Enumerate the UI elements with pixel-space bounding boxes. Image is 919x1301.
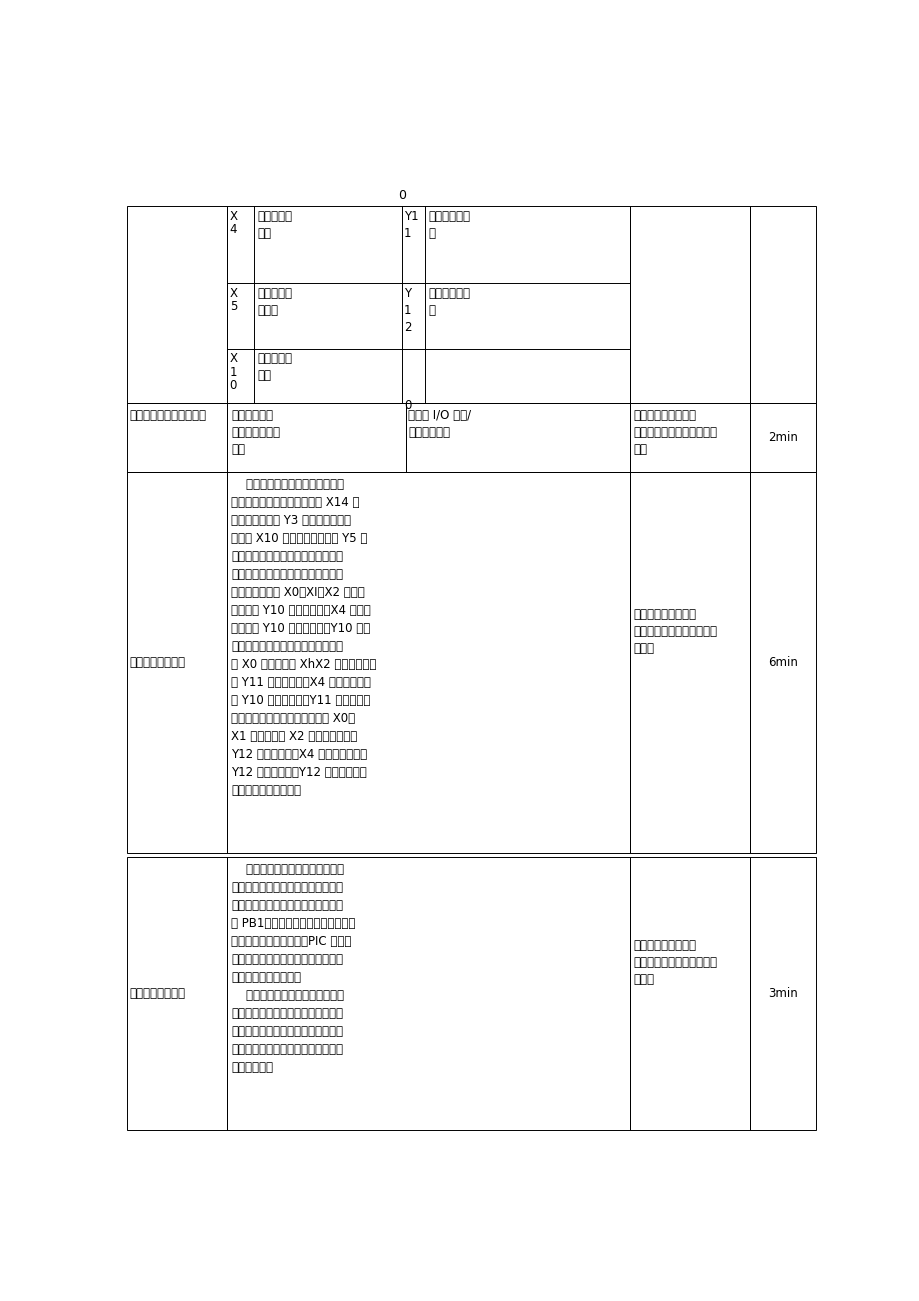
Text: 0: 0 <box>403 398 411 411</box>
Bar <box>127 857 227 1131</box>
Text: 机械臂复位
传感器: 机械臂复位 传感器 <box>257 288 292 317</box>
Text: 认真观察编程过程，
积极课堂互动；听讲，做好
笔记。: 认真观察编程过程， 积极课堂互动；听讲，做好 笔记。 <box>633 608 717 654</box>
Text: X: X <box>230 209 237 222</box>
Text: 析结合 I/O 分配/
程序流程图绘: 析结合 I/O 分配/ 程序流程图绘 <box>407 409 471 438</box>
Text: 0: 0 <box>397 190 405 203</box>
Text: 2min: 2min <box>767 431 798 444</box>
Text: 第四步：编写程序: 第四步：编写程序 <box>130 656 186 669</box>
Bar <box>630 472 750 853</box>
Bar <box>227 472 630 853</box>
Bar <box>750 857 815 1131</box>
Bar <box>227 206 630 402</box>
Bar <box>630 857 750 1131</box>
Text: 6min: 6min <box>767 656 798 669</box>
Bar <box>127 206 227 402</box>
Bar <box>630 206 750 402</box>
Text: Y1
1: Y1 1 <box>403 209 418 239</box>
Bar <box>127 402 227 472</box>
Text: 根据任务分析
表引导学生完方
制。: 根据任务分析 表引导学生完方 制。 <box>231 409 280 455</box>
Text: 1: 1 <box>230 366 237 379</box>
Bar <box>405 402 630 472</box>
Bar <box>127 472 227 853</box>
Text: 小型货物指示
灯: 小型货物指示 灯 <box>427 288 470 317</box>
Text: Y
1
2: Y 1 2 <box>403 288 411 334</box>
Bar <box>227 857 630 1131</box>
Bar <box>750 402 815 472</box>
Text: 通过运行调试，揭示编程中可能
遇到的常见问题，提供解决思路，突
破重难点，并进行思政融入：按下按
钮 PB1，可以看到所有的指示灯运行
正常，通过我们的程序，P: 通过运行调试，揭示编程中可能 遇到的常见问题，提供解决思路，突 破重难点，并进行… <box>231 863 356 1075</box>
Text: 机械手控制
按钮: 机械手控制 按钮 <box>257 353 292 382</box>
Text: X: X <box>230 353 237 366</box>
Text: 3min: 3min <box>767 986 798 999</box>
Text: 认真观察调试过程，
积极课堂互动；听讲，做好
笔记。: 认真观察调试过程， 积极课堂互动；听讲，做好 笔记。 <box>633 939 717 986</box>
Text: X: X <box>230 288 237 301</box>
Bar <box>750 472 815 853</box>
Text: 中型货物指示
灯: 中型货物指示 灯 <box>427 209 470 239</box>
Text: 积极进行课堂互动讨
论，分组完成程序流程图绘
制。: 积极进行课堂互动讨 论，分组完成程序流程图绘 制。 <box>633 409 717 455</box>
Text: 第五步：运行调试: 第五步：运行调试 <box>130 986 186 999</box>
Bar <box>227 402 405 472</box>
Bar <box>750 206 815 402</box>
Text: 5: 5 <box>230 301 237 314</box>
Text: 对编写程序的思路进行讲解：。
根据程序流程图，我们可以用 X14 的
常开触点来控制 Y3 也就是皮带的输
出，用 X10 的常开触点来控制 Y5 机
械手的输: 对编写程序的思路进行讲解：。 根据程序流程图，我们可以用 X14 的 常开触点来… <box>231 477 376 798</box>
Text: 第三步：绘制程序流程图: 第三步：绘制程序流程图 <box>130 409 207 422</box>
Text: 4: 4 <box>230 222 237 235</box>
Text: 皮带末端传
感器: 皮带末端传 感器 <box>257 209 292 239</box>
Text: 0: 0 <box>230 379 237 392</box>
Bar <box>630 402 750 472</box>
